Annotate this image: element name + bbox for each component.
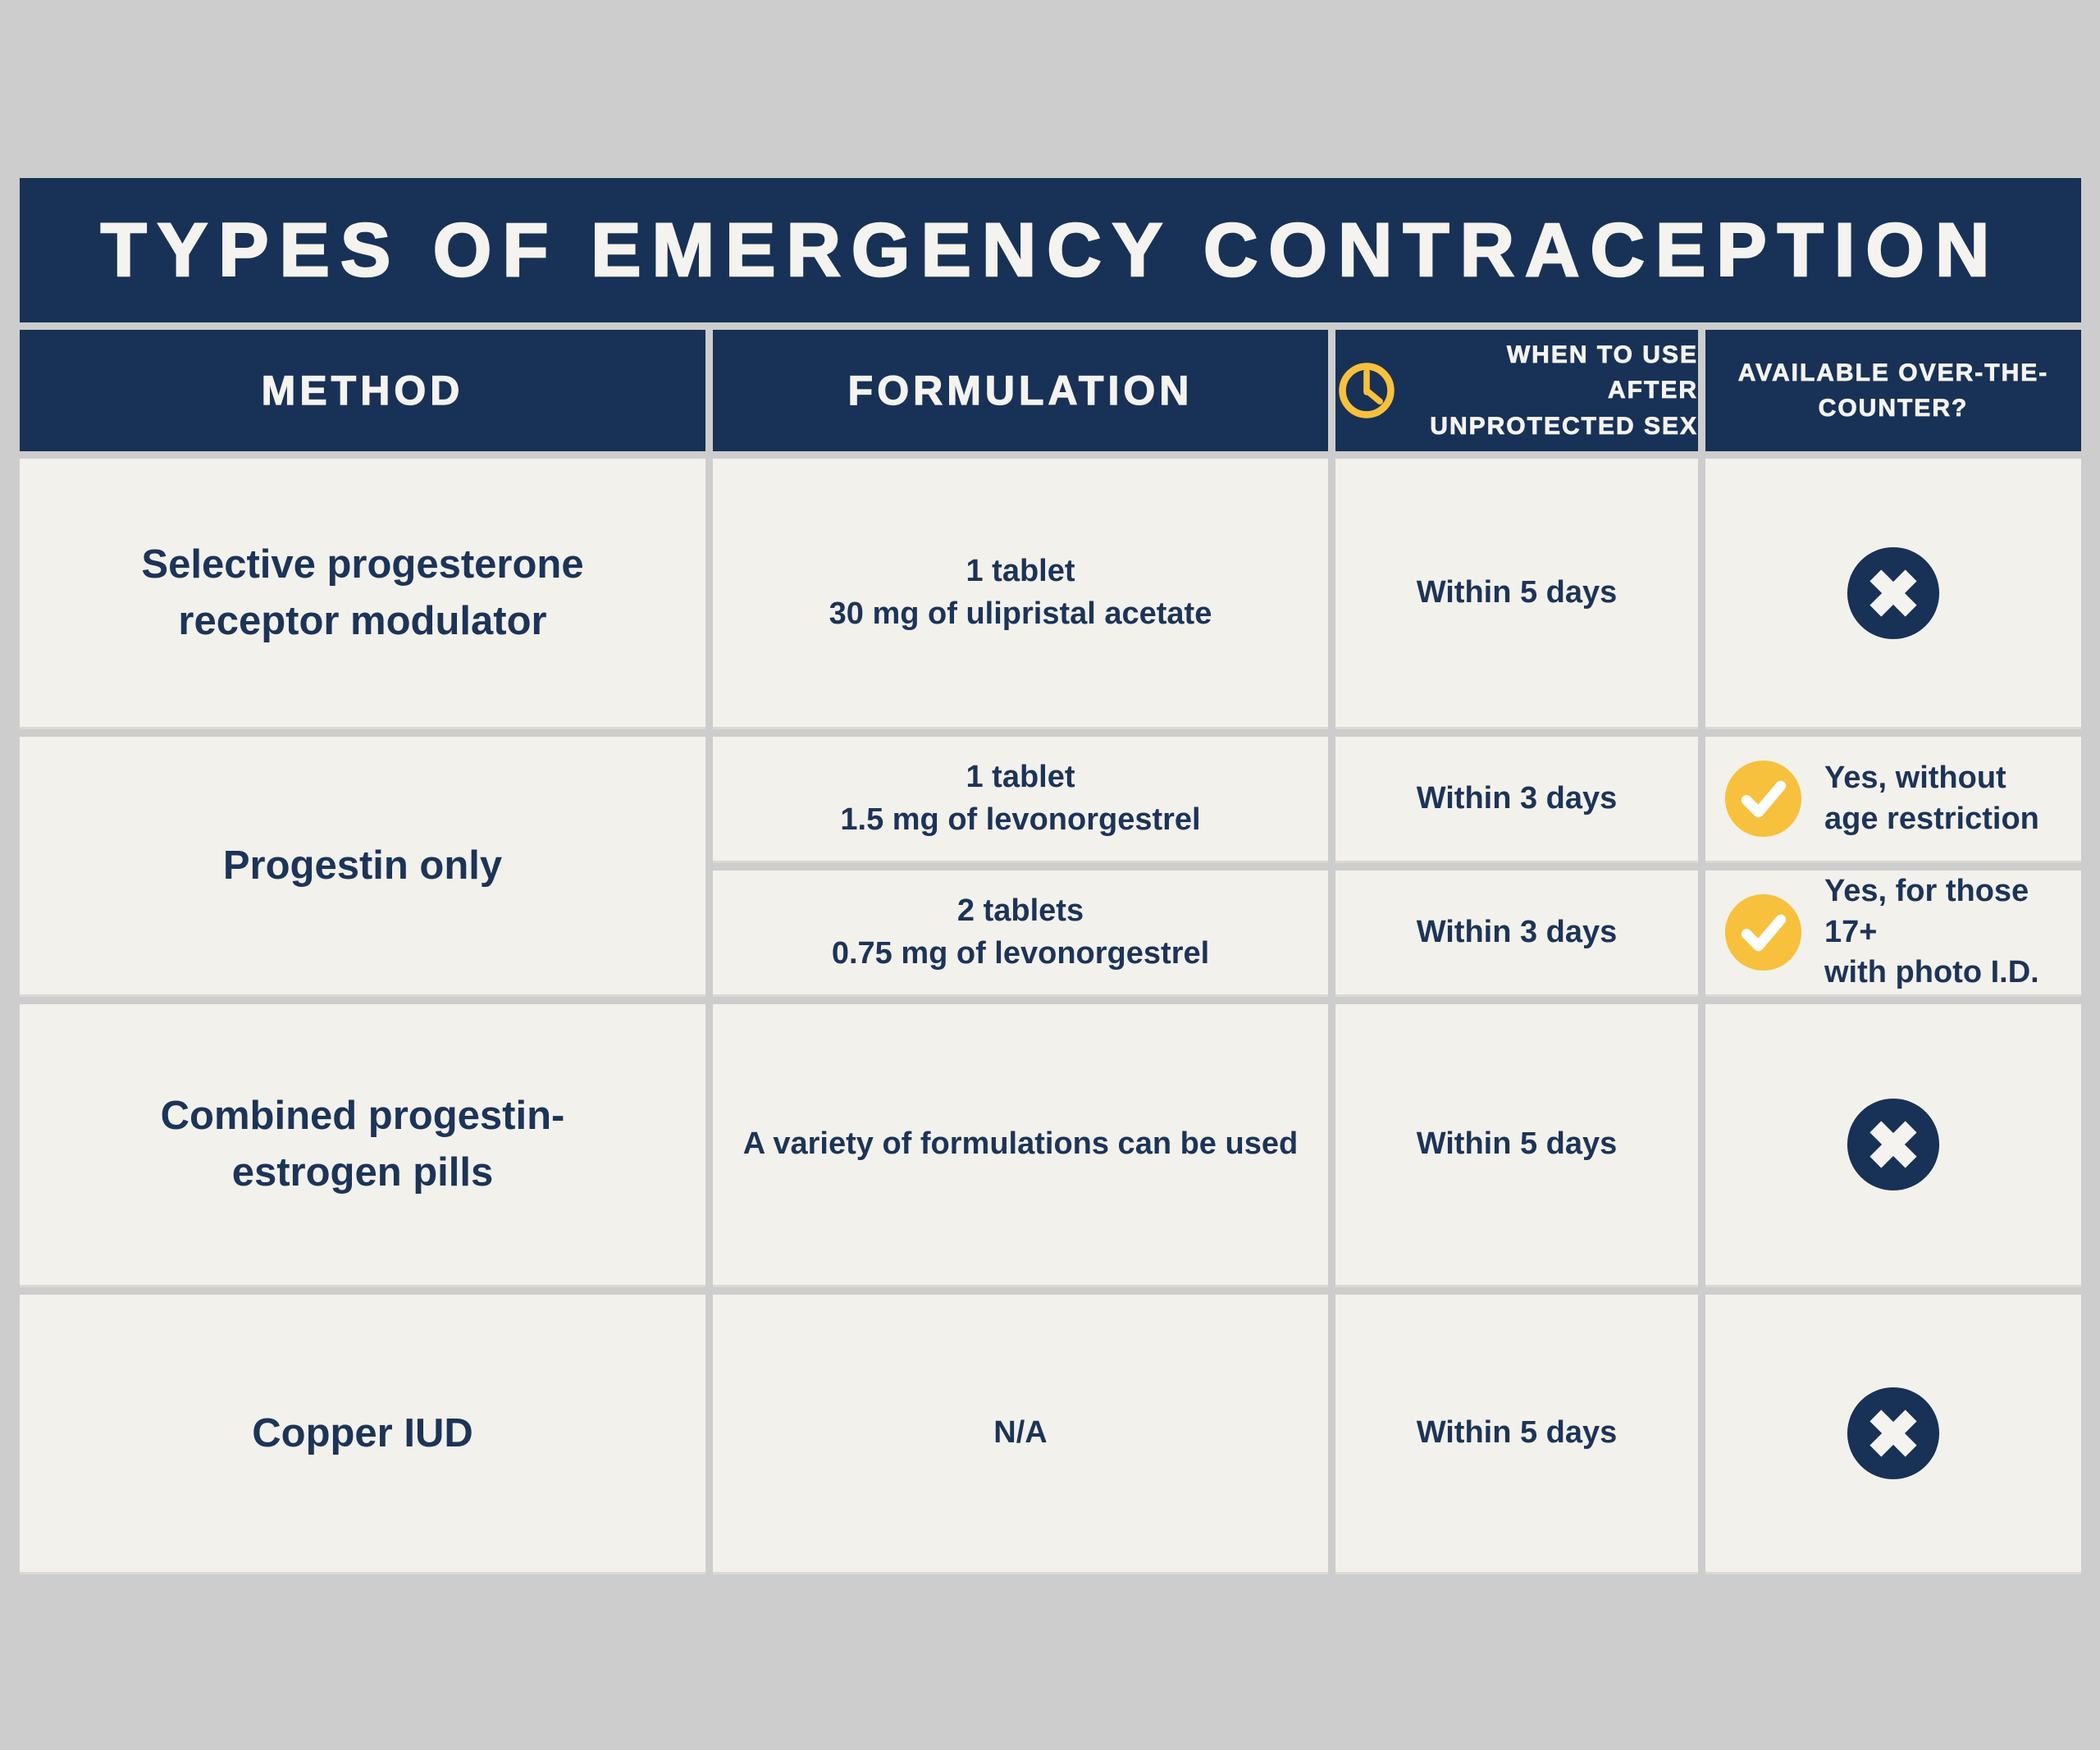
- header-timing: WHEN TO USE AFTER UNPROTECTED SEX: [1335, 330, 1698, 451]
- progestin2-otc-text: Yes, for those 17+ with photo I.D.: [1824, 871, 2081, 993]
- cell-spr-otc: [1705, 459, 2081, 729]
- cell-spr-timing: Within 5 days: [1335, 459, 1698, 729]
- cell-progestin1-otc: Yes, without age restriction: [1705, 737, 2081, 863]
- progestin2-otc-line2: with photo I.D.: [1824, 955, 2039, 990]
- page-title: TYPES OF EMERGENCY CONTRACEPTION: [99, 207, 2001, 293]
- header-timing-line1: WHEN TO USE AFTER: [1506, 340, 1698, 404]
- combined-method-text: Combined progestin-estrogen pills: [160, 1094, 565, 1195]
- title-bar: TYPES OF EMERGENCY CONTRACEPTION: [20, 178, 2081, 322]
- progestin2-otc-line1: Yes, for those 17+: [1824, 874, 2029, 949]
- cell-progestin2-timing: Within 3 days: [1335, 870, 1698, 997]
- header-otc: AVAILABLE OVER-THE- COUNTER?: [1705, 330, 2081, 451]
- copper-method-text: Copper IUD: [252, 1410, 473, 1455]
- cell-spr-method: Selective progesterone receptor modulato…: [20, 459, 705, 729]
- spr-formulation-line1: 1 tablet: [966, 554, 1075, 589]
- combined-formulation-text: A variety of formulations can be used: [742, 1126, 1299, 1162]
- spr-method-text: Selective progesterone receptor modulato…: [141, 541, 584, 643]
- header-otc-line1: AVAILABLE OVER-THE-: [1737, 359, 2049, 386]
- spr-timing-text: Within 5 days: [1416, 574, 1618, 610]
- header-formulation: FORMULATION: [713, 330, 1328, 451]
- check-circle-icon: [1724, 760, 1802, 838]
- check-circle-icon: [1724, 893, 1802, 971]
- contraception-table: TYPES OF EMERGENCY CONTRACEPTION METHOD …: [20, 178, 2081, 1574]
- header-formulation-label: FORMULATION: [847, 367, 1194, 414]
- progestin1-otc-line1: Yes, without: [1824, 761, 2006, 796]
- header-otc-line2: COUNTER?: [1818, 395, 1969, 423]
- progestin1-otc-text: Yes, without age restriction: [1824, 758, 2039, 839]
- progestin1-otc-line2: age restriction: [1824, 801, 2039, 836]
- progestin1-formulation-line1: 1 tablet: [966, 760, 1075, 795]
- copper-timing-text: Within 5 days: [1416, 1415, 1618, 1451]
- cell-copper-otc: [1705, 1295, 2081, 1574]
- x-circle-icon: [1847, 1098, 1940, 1191]
- cell-progestin2-formulation: 2 tablets 0.75 mg of levonorgestrel: [713, 870, 1328, 997]
- progestin2-formulation-line2: 0.75 mg of levonorgestrel: [831, 935, 1210, 971]
- x-circle-icon: [1847, 546, 1940, 639]
- cell-spr-formulation: 1 tablet 30 mg of ulipristal acetate: [713, 459, 1328, 729]
- cell-progestin1-formulation: 1 tablet 1.5 mg of levonorgestrel: [713, 737, 1328, 863]
- cell-copper-method: Copper IUD: [20, 1295, 705, 1574]
- progestin-method-text: Progestin only: [222, 843, 503, 888]
- spr-formulation-line2: 30 mg of ulipristal acetate: [829, 596, 1212, 631]
- clock-icon: [1339, 363, 1395, 418]
- progestin1-formulation-line2: 1.5 mg of levonorgestrel: [840, 802, 1201, 837]
- progestin2-timing-text: Within 3 days: [1416, 914, 1618, 949]
- header-timing-label: WHEN TO USE AFTER UNPROTECTED SEX: [1416, 337, 1698, 445]
- cell-progestin-method: Progestin only: [20, 737, 705, 997]
- header-method: METHOD: [20, 330, 705, 451]
- cell-copper-timing: Within 5 days: [1335, 1295, 1698, 1574]
- header-timing-line2: UNPROTECTED SEX: [1430, 412, 1698, 440]
- cell-combined-otc: [1705, 1004, 2081, 1287]
- copper-formulation-text: N/A: [993, 1415, 1048, 1451]
- cell-copper-formulation: N/A: [713, 1295, 1328, 1574]
- header-otc-label: AVAILABLE OVER-THE- COUNTER?: [1737, 355, 2049, 427]
- cell-progestin1-timing: Within 3 days: [1335, 737, 1698, 863]
- progestin1-timing-text: Within 3 days: [1416, 780, 1618, 816]
- progestin2-formulation-line1: 2 tablets: [956, 893, 1084, 929]
- x-circle-icon: [1847, 1387, 1940, 1480]
- cell-progestin2-otc: Yes, for those 17+ with photo I.D.: [1705, 870, 2081, 997]
- cell-combined-formulation: A variety of formulations can be used: [713, 1004, 1328, 1287]
- cell-combined-method: Combined progestin-estrogen pills: [20, 1004, 705, 1287]
- header-method-label: METHOD: [261, 367, 464, 414]
- combined-timing-text: Within 5 days: [1416, 1126, 1618, 1162]
- cell-combined-timing: Within 5 days: [1335, 1004, 1698, 1287]
